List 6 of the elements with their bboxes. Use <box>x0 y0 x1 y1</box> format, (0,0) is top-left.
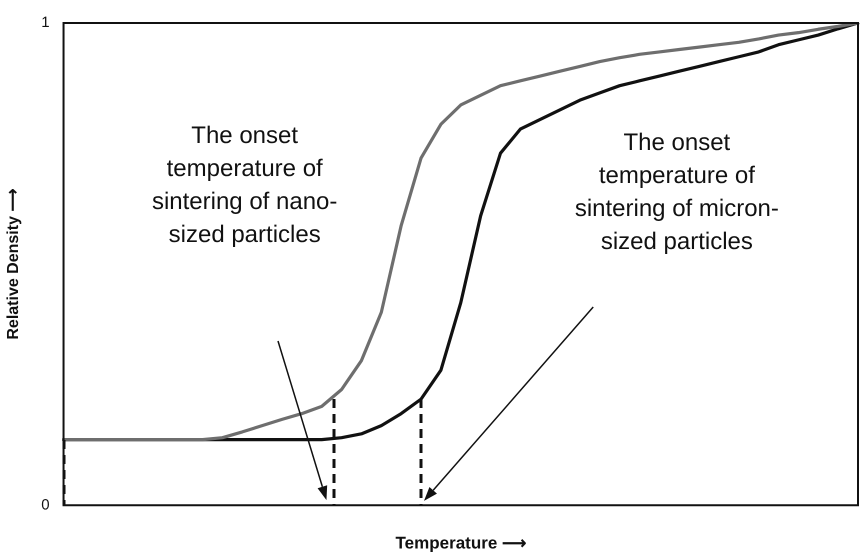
y-tick-label: 1 <box>41 14 50 32</box>
annotation: The onset temperature of sintering of nano-sized particles <box>150 121 338 250</box>
annotation: The onset temperature of sintering of micron-sized particles <box>574 128 780 258</box>
x-axis-title: Temperature ⟶ <box>396 533 526 552</box>
y-tick-label: 0 <box>41 496 50 514</box>
y-axis-title: Relative Density ⟶ <box>5 188 22 340</box>
